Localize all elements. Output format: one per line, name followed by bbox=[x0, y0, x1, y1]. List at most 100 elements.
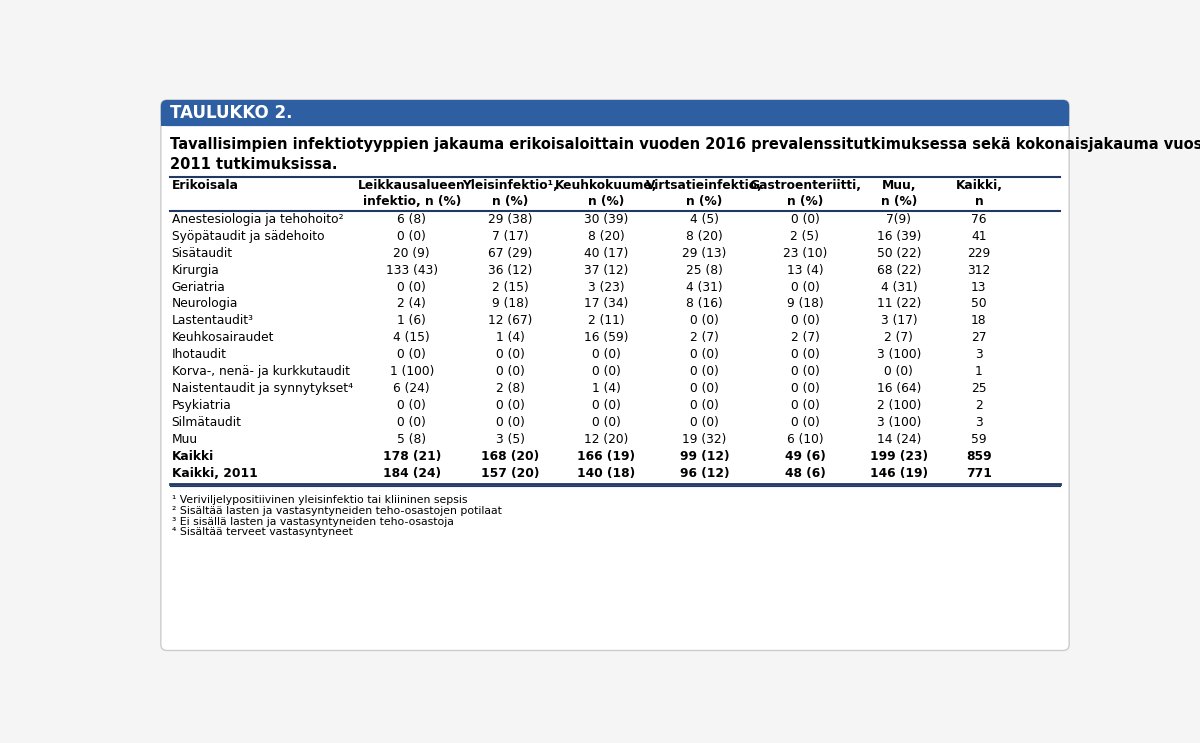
Text: 0 (0): 0 (0) bbox=[690, 416, 719, 429]
Text: 0 (0): 0 (0) bbox=[791, 399, 820, 412]
Text: 67 (29): 67 (29) bbox=[488, 247, 533, 259]
Text: 0 (0): 0 (0) bbox=[397, 399, 426, 412]
Text: Muu,
n (%): Muu, n (%) bbox=[881, 179, 917, 208]
Text: 4 (31): 4 (31) bbox=[686, 281, 722, 293]
Text: 6 (8): 6 (8) bbox=[397, 212, 426, 226]
Text: 1: 1 bbox=[976, 366, 983, 378]
Text: 0 (0): 0 (0) bbox=[397, 281, 426, 293]
Text: 0 (0): 0 (0) bbox=[496, 348, 524, 361]
Text: 0 (0): 0 (0) bbox=[496, 416, 524, 429]
Text: 0 (0): 0 (0) bbox=[690, 382, 719, 395]
Text: 19 (32): 19 (32) bbox=[683, 433, 727, 446]
Text: 0 (0): 0 (0) bbox=[884, 366, 913, 378]
Text: 20 (9): 20 (9) bbox=[394, 247, 430, 259]
Text: 4 (5): 4 (5) bbox=[690, 212, 719, 226]
Text: 25: 25 bbox=[971, 382, 986, 395]
Text: 157 (20): 157 (20) bbox=[481, 467, 539, 480]
Text: 0 (0): 0 (0) bbox=[791, 348, 820, 361]
Text: Geriatria: Geriatria bbox=[172, 281, 226, 293]
Text: 0 (0): 0 (0) bbox=[592, 416, 620, 429]
Text: 0 (0): 0 (0) bbox=[397, 348, 426, 361]
Text: 2 (100): 2 (100) bbox=[877, 399, 922, 412]
Text: Yleisinfektio¹,
n (%): Yleisinfektio¹, n (%) bbox=[462, 179, 558, 208]
Text: 3 (100): 3 (100) bbox=[877, 416, 922, 429]
Text: 16 (39): 16 (39) bbox=[877, 230, 922, 243]
Text: 59: 59 bbox=[971, 433, 986, 446]
Text: Ihotaudit: Ihotaudit bbox=[172, 348, 227, 361]
Text: 859: 859 bbox=[966, 450, 991, 463]
Text: 23 (10): 23 (10) bbox=[782, 247, 827, 259]
Text: 3: 3 bbox=[976, 416, 983, 429]
Text: 2 (7): 2 (7) bbox=[884, 331, 913, 344]
FancyBboxPatch shape bbox=[161, 100, 1069, 650]
Text: 36 (12): 36 (12) bbox=[488, 264, 533, 276]
Text: 4 (15): 4 (15) bbox=[394, 331, 430, 344]
Text: 166 (19): 166 (19) bbox=[577, 450, 635, 463]
Text: 0 (0): 0 (0) bbox=[791, 212, 820, 226]
Text: 3 (5): 3 (5) bbox=[496, 433, 524, 446]
Text: Virtsatieinfektio,
n (%): Virtsatieinfektio, n (%) bbox=[646, 179, 763, 208]
Text: 133 (43): 133 (43) bbox=[385, 264, 438, 276]
Text: 0 (0): 0 (0) bbox=[690, 314, 719, 328]
Text: Sisätaudit: Sisätaudit bbox=[172, 247, 233, 259]
Text: 3: 3 bbox=[976, 348, 983, 361]
Text: 49 (6): 49 (6) bbox=[785, 450, 826, 463]
Text: 146 (19): 146 (19) bbox=[870, 467, 928, 480]
Text: 771: 771 bbox=[966, 467, 992, 480]
Text: 29 (38): 29 (38) bbox=[487, 212, 533, 226]
Text: 16 (59): 16 (59) bbox=[584, 331, 629, 344]
Text: 11 (22): 11 (22) bbox=[877, 297, 922, 311]
Text: 9 (18): 9 (18) bbox=[492, 297, 528, 311]
Text: 3 (17): 3 (17) bbox=[881, 314, 917, 328]
Text: 0 (0): 0 (0) bbox=[592, 366, 620, 378]
Text: Kirurgia: Kirurgia bbox=[172, 264, 220, 276]
Text: 40 (17): 40 (17) bbox=[584, 247, 629, 259]
Text: 2 (11): 2 (11) bbox=[588, 314, 624, 328]
Text: TAULUKKO 2.: TAULUKKO 2. bbox=[170, 104, 293, 122]
Text: 96 (12): 96 (12) bbox=[679, 467, 730, 480]
Text: 0 (0): 0 (0) bbox=[496, 366, 524, 378]
Text: 41: 41 bbox=[971, 230, 986, 243]
Text: Kaikki: Kaikki bbox=[172, 450, 214, 463]
Text: 2 (7): 2 (7) bbox=[690, 331, 719, 344]
Text: 8 (16): 8 (16) bbox=[686, 297, 722, 311]
Text: 0 (0): 0 (0) bbox=[690, 348, 719, 361]
Text: 14 (24): 14 (24) bbox=[877, 433, 922, 446]
Text: 3 (100): 3 (100) bbox=[877, 348, 922, 361]
Text: 0 (0): 0 (0) bbox=[397, 230, 426, 243]
Text: 30 (39): 30 (39) bbox=[584, 212, 629, 226]
Text: 1 (4): 1 (4) bbox=[592, 382, 620, 395]
Text: 184 (24): 184 (24) bbox=[383, 467, 440, 480]
Text: 2 (5): 2 (5) bbox=[791, 230, 820, 243]
Text: 6 (10): 6 (10) bbox=[787, 433, 823, 446]
Text: 0 (0): 0 (0) bbox=[791, 281, 820, 293]
Text: 3 (23): 3 (23) bbox=[588, 281, 624, 293]
Text: 8 (20): 8 (20) bbox=[588, 230, 624, 243]
Text: 50: 50 bbox=[971, 297, 986, 311]
Text: 4 (31): 4 (31) bbox=[881, 281, 917, 293]
Text: 0 (0): 0 (0) bbox=[496, 399, 524, 412]
Text: 2 (7): 2 (7) bbox=[791, 331, 820, 344]
Text: Kaikki,
n: Kaikki, n bbox=[955, 179, 1002, 208]
Text: ² Sisältää lasten ja vastasyntyneiden teho-osastojen potilaat: ² Sisältää lasten ja vastasyntyneiden te… bbox=[172, 506, 502, 516]
Text: Muu: Muu bbox=[172, 433, 198, 446]
Text: 99 (12): 99 (12) bbox=[679, 450, 730, 463]
Text: 140 (18): 140 (18) bbox=[577, 467, 635, 480]
Text: 229: 229 bbox=[967, 247, 990, 259]
Text: 13 (4): 13 (4) bbox=[787, 264, 823, 276]
Text: Korva-, nenä- ja kurkkutaudit: Korva-, nenä- ja kurkkutaudit bbox=[172, 366, 349, 378]
Text: Silmätaudit: Silmätaudit bbox=[172, 416, 241, 429]
Text: ³ Ei sisällä lasten ja vastasyntyneiden teho-osastoja: ³ Ei sisällä lasten ja vastasyntyneiden … bbox=[172, 516, 454, 527]
Text: 5 (8): 5 (8) bbox=[397, 433, 426, 446]
Text: 1 (100): 1 (100) bbox=[390, 366, 434, 378]
Text: 29 (13): 29 (13) bbox=[683, 247, 727, 259]
Text: 7 (17): 7 (17) bbox=[492, 230, 528, 243]
Text: 12 (67): 12 (67) bbox=[488, 314, 533, 328]
Text: 2: 2 bbox=[976, 399, 983, 412]
Text: Tavallisimpien infektiotyyppien jakauma erikoisaloittain vuoden 2016 prevalenssi: Tavallisimpien infektiotyyppien jakauma … bbox=[170, 137, 1200, 172]
Text: ¹ Veriviljelypositiivinen yleisinfektio tai kliininen sepsis: ¹ Veriviljelypositiivinen yleisinfektio … bbox=[172, 495, 467, 505]
Text: 17 (34): 17 (34) bbox=[584, 297, 629, 311]
Text: 18: 18 bbox=[971, 314, 986, 328]
Text: 16 (64): 16 (64) bbox=[877, 382, 922, 395]
Text: 1 (6): 1 (6) bbox=[397, 314, 426, 328]
